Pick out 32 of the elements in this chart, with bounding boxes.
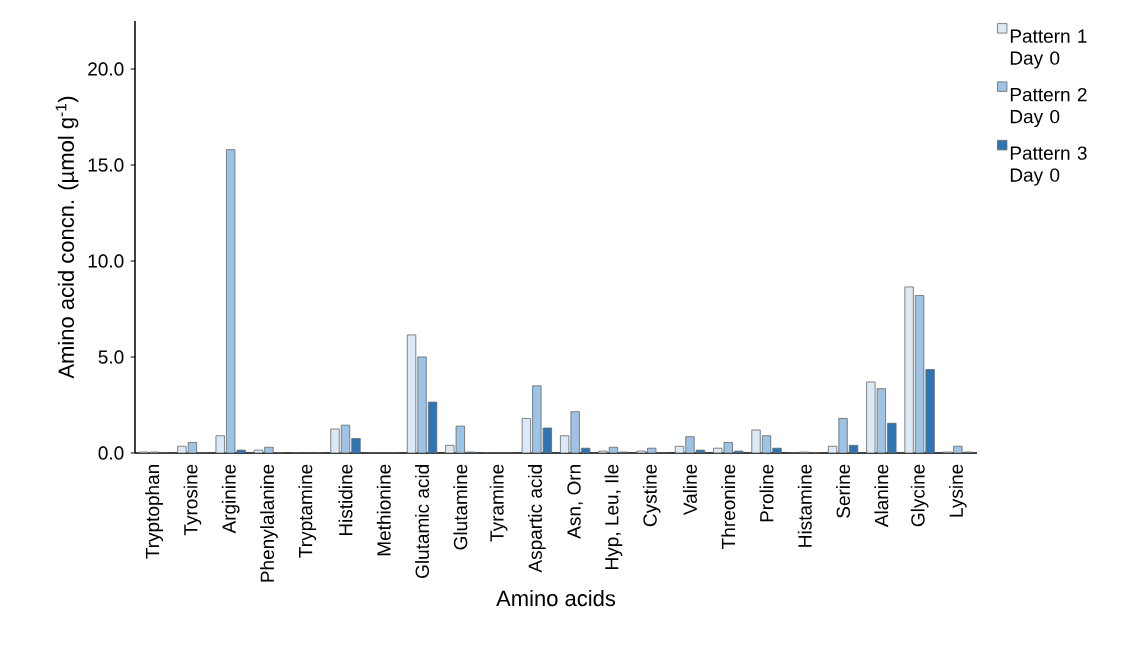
y-tick-label: 5.0 (98, 350, 124, 364)
x-tick-label: Tyramine (489, 464, 508, 542)
x-tick-label: Serine (836, 464, 851, 518)
x-tick-label: Asn, Orn (567, 465, 583, 539)
x-tick-label: Glycine (910, 464, 929, 527)
x-tick-label: Tyrosine (183, 464, 202, 536)
x-axis-title: Amino acids (496, 590, 616, 607)
x-tick-label: Hyp, Leu, Ile (604, 464, 623, 569)
x-tick-label: Alanine (874, 464, 889, 528)
x-tick-label: Lysine (949, 464, 967, 517)
x-tick-label: Histidine (338, 464, 353, 536)
x-tick-label: Aspartic acid (528, 465, 546, 573)
x-tick-label: Threonine (721, 464, 736, 549)
y-tick-label: 15.0 (88, 158, 124, 172)
x-tick-label: Tryptamine (298, 464, 317, 558)
x-tick-label: Arginine (221, 464, 240, 534)
y-axis-title: Amino acid concn. (µmol g$^{-1}$) (55, 96, 79, 379)
y-tick-label: 20.0 (88, 62, 124, 76)
x-tick-label: Valine (682, 464, 697, 516)
x-tick-label: Glutamine (453, 464, 468, 550)
x-tick-label: Tryptophan (145, 465, 163, 559)
x-tick-label: Cystine (642, 464, 661, 527)
x-tick-label: Phenylalanine (260, 464, 278, 582)
legend-label: Pattern 3 Day 0 (1010, 146, 1087, 186)
x-tick-label: Methionine (376, 464, 391, 556)
legend-label: Pattern 2 Day 0 (1010, 87, 1087, 128)
x-tick-label: Proline (759, 464, 774, 522)
y-tick-label: 10.0 (88, 254, 124, 268)
legend-label: Pattern 1 Day 0 (1010, 29, 1087, 69)
x-tick-label: Glutamic acid (415, 465, 430, 578)
y-tick-label: 0.0 (98, 446, 124, 460)
x-tick-label: Histamine (797, 464, 812, 547)
